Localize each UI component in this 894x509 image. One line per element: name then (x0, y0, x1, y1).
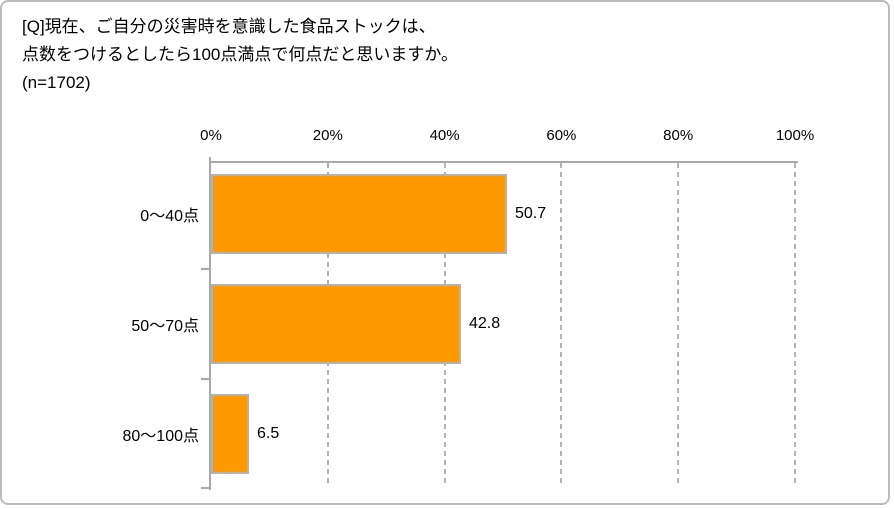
x-axis-tick-label: 60% (546, 127, 577, 144)
gridline (677, 163, 680, 485)
category-label: 80〜100点 (122, 428, 200, 445)
bar (211, 394, 249, 474)
sample-size: (n=1702) (22, 73, 91, 92)
x-axis-tick-label: 40% (429, 127, 460, 144)
question-title-line1: [Q]現在、ご自分の災害時を意識した食品ストックは、 (22, 17, 436, 36)
bar (211, 174, 507, 254)
bar (211, 284, 461, 364)
category-label: 0〜40点 (140, 208, 199, 225)
gridline (794, 163, 796, 485)
bar-value-label: 42.8 (469, 315, 501, 332)
y-axis-tick (201, 378, 210, 380)
y-axis-tick (201, 487, 210, 489)
x-axis-tick-label: 20% (312, 127, 343, 144)
x-axis-tick-label: 80% (663, 127, 694, 144)
category-label: 50〜70点 (131, 318, 199, 335)
y-axis-line (209, 157, 211, 490)
x-axis-tick-label: 0% (200, 127, 222, 144)
y-axis-tick (201, 268, 210, 270)
gridline (560, 163, 563, 485)
bar-value-label: 6.5 (257, 425, 280, 442)
question-title: [Q]現在、ご自分の災害時を意識した食品ストックは、 点数をつけるとしたら100… (22, 13, 458, 97)
x-axis-line (210, 161, 798, 163)
bar-value-label: 50.7 (515, 205, 547, 222)
x-axis-tick-label: 100% (775, 127, 815, 144)
question-title-line2: 点数をつけるとしたら100点満点で何点だと思いますか。 (22, 45, 459, 64)
